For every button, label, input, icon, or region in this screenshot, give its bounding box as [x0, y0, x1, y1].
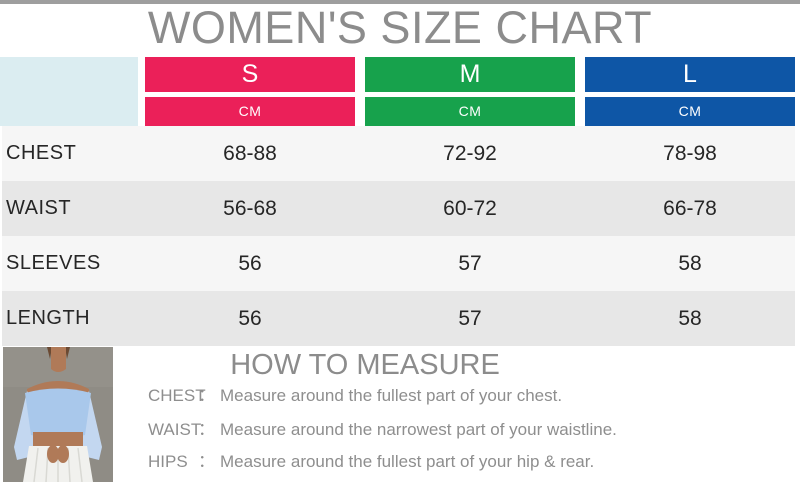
cell-value: 57 — [458, 252, 482, 275]
measure-text: Measure around the narrowest part of you… — [220, 420, 617, 439]
row-label: LENGTH — [6, 307, 91, 329]
cell-value: 72-92 — [443, 142, 497, 165]
cell-value: 66-78 — [663, 197, 717, 220]
model-figure-icon — [3, 347, 113, 482]
unit-cell-l: CM — [585, 97, 795, 126]
measure-label: CHEST — [148, 386, 206, 405]
table-corner-cell — [0, 57, 138, 126]
row-label: SLEEVES — [6, 252, 101, 274]
unit-cell-m: CM — [365, 97, 575, 126]
how-to-measure-title: HOW TO MEASURE — [230, 349, 500, 381]
measure-text: Measure around the fullest part of your … — [220, 386, 563, 405]
row-label: CHEST — [6, 142, 77, 164]
table-row-length: LENGTH 56 57 58 — [2, 291, 795, 346]
model-photo — [3, 347, 113, 482]
cell-value: 58 — [678, 252, 702, 275]
page-title: WOMEN'S SIZE CHART — [147, 2, 653, 53]
table-row-waist: WAIST 56-68 60-72 66-78 — [2, 181, 795, 236]
measure-colon: ： — [198, 452, 215, 471]
cell-value: 78-98 — [663, 142, 717, 165]
unit-cell-s: CM — [145, 97, 355, 126]
size-header-m: M — [365, 57, 575, 92]
measure-text: Measure around the fullest part of your … — [220, 452, 595, 471]
size-header-l: L — [585, 57, 795, 92]
measure-colon: ： — [198, 420, 215, 439]
cell-value: 56 — [238, 252, 262, 275]
size-header-s: S — [145, 57, 355, 92]
cell-value: 57 — [458, 307, 482, 330]
row-label: WAIST — [6, 197, 72, 219]
cell-value: 56-68 — [223, 197, 277, 220]
table-row-chest: CHEST 68-88 72-92 78-98 — [2, 126, 795, 181]
table-row-sleeves: SLEEVES 56 57 58 — [2, 236, 795, 291]
measure-instruction-waist: WAIST： Measure around the narrowest part … — [148, 420, 748, 440]
top-divider — [0, 0, 800, 4]
measure-instruction-hips: HIPS ： Measure around the fullest part of … — [148, 452, 748, 472]
cell-value: 58 — [678, 307, 702, 330]
cell-value: 60-72 — [443, 197, 497, 220]
measure-colon: ： — [198, 386, 215, 405]
measure-label: HIPS — [148, 452, 188, 471]
measure-label: WAIST — [148, 420, 202, 439]
measure-instruction-chest: CHEST： Measure around the fullest part of… — [148, 386, 748, 406]
cell-value: 68-88 — [223, 142, 277, 165]
cell-value: 56 — [238, 307, 262, 330]
